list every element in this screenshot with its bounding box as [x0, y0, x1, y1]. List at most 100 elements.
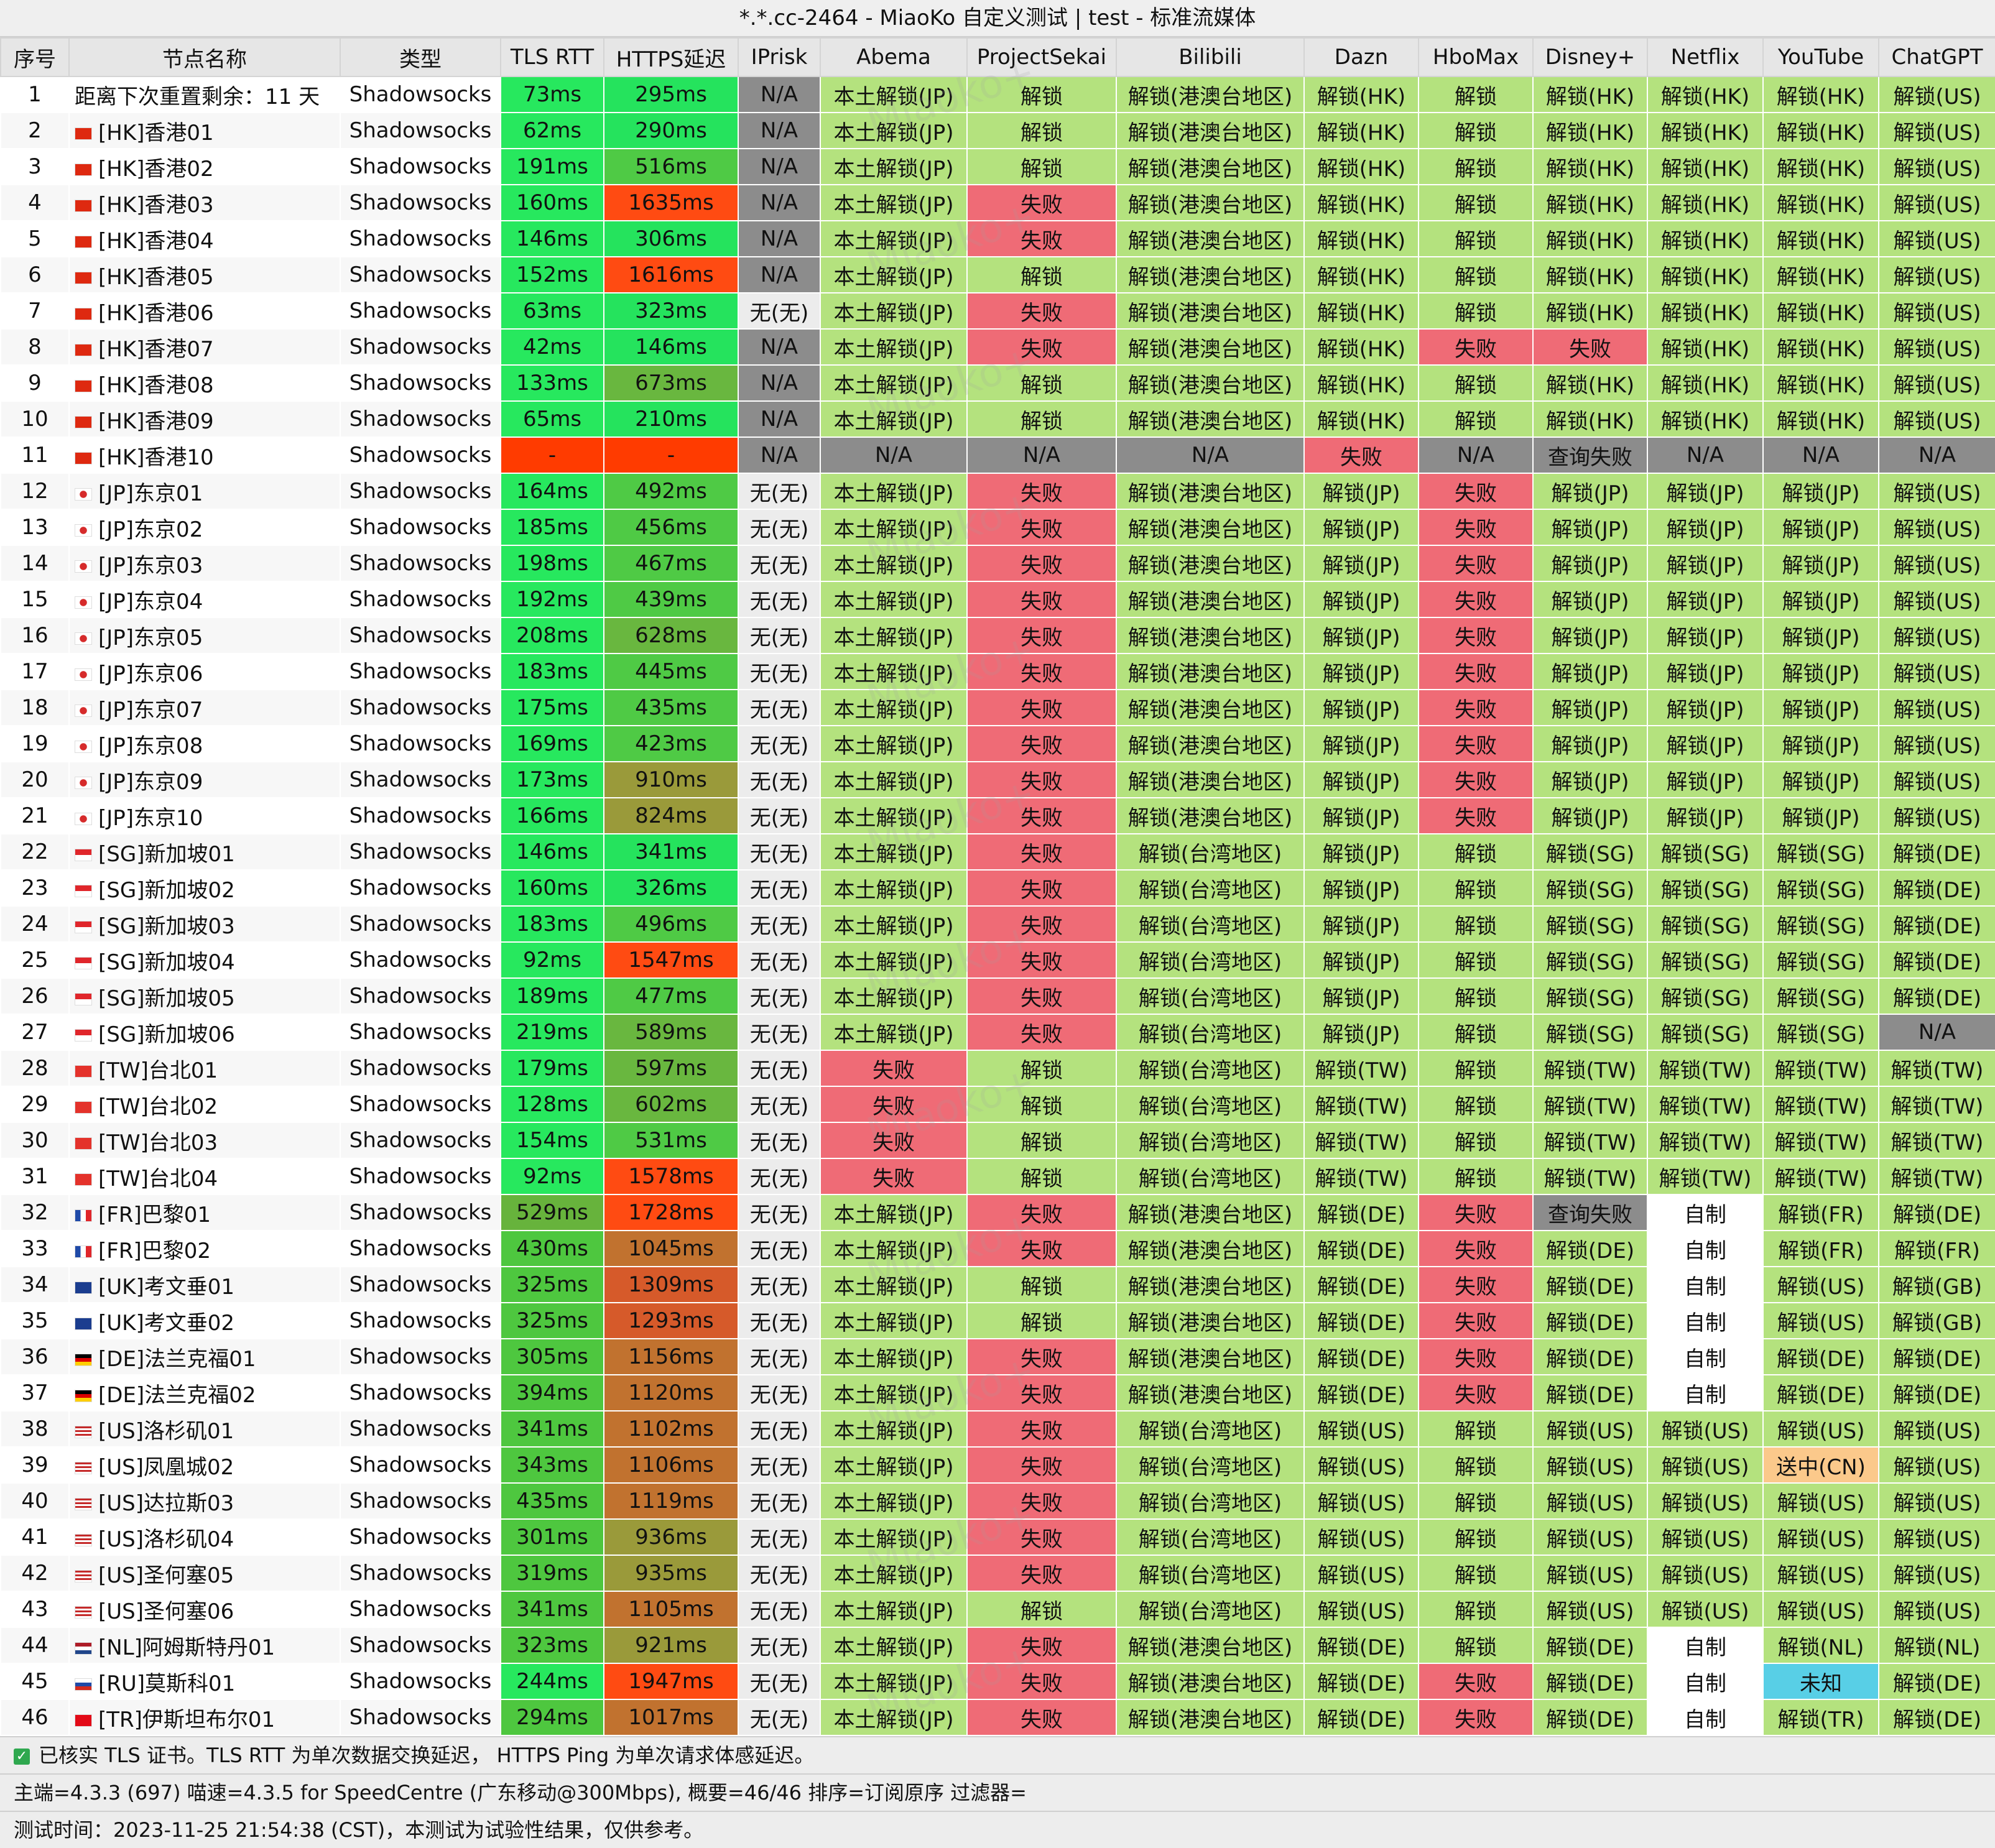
row-number: 27	[0, 1014, 70, 1051]
abema-cell: 本土解锁(JP)	[820, 581, 968, 618]
abema-cell: 本土解锁(JP)	[820, 473, 968, 510]
tls-rtt-cell: 430ms	[500, 1230, 604, 1267]
youtube-cell: 解锁(HK)	[1762, 76, 1879, 113]
dazn-cell: 解锁(JP)	[1303, 941, 1419, 979]
abema-cell: 失败	[820, 1086, 968, 1123]
netflix-cell: 解锁(HK)	[1647, 256, 1764, 293]
disney-cell: 解锁(HK)	[1532, 292, 1648, 330]
sg-flag-icon	[75, 993, 92, 1005]
chatgpt-cell: 解锁(US)	[1878, 1446, 1995, 1484]
abema-cell: 本土解锁(JP)	[820, 148, 968, 185]
abema-cell: 本土解锁(JP)	[820, 1230, 968, 1267]
hbo-cell: 失败	[1418, 1266, 1534, 1303]
bili-cell: 解锁(港澳台地区)	[1116, 473, 1305, 510]
node-name-cell: [UK]考文垂02	[68, 1302, 341, 1339]
iprisk-cell: 无(无)	[738, 1050, 821, 1087]
column-header: 类型	[340, 37, 501, 77]
bili-cell: 解锁(港澳台地区)	[1116, 1230, 1305, 1267]
https-latency-cell: 824ms	[603, 797, 739, 834]
netflix-cell: 解锁(JP)	[1647, 509, 1764, 546]
iprisk-cell: 无(无)	[738, 1086, 821, 1123]
footer-time-line: 测试时间：2023-11-25 21:54:38 (CST)，本测试为试验性结果…	[0, 1811, 1995, 1848]
youtube-cell: 送中(CN)	[1762, 1446, 1879, 1484]
column-header: TLS RTT	[500, 37, 604, 77]
abema-cell: 本土解锁(JP)	[820, 1699, 968, 1736]
footer-verified-line: ✓ 已核实 TLS 证书。TLS RTT 为单次数据交换延迟， HTTPS Pin…	[0, 1736, 1995, 1773]
node-name-cell: [US]圣何塞05	[68, 1555, 341, 1592]
sekai-cell: 失败	[966, 1374, 1117, 1411]
youtube-cell: 解锁(JP)	[1762, 545, 1879, 582]
type-cell: Shadowsocks	[340, 220, 501, 257]
netflix-cell: 解锁(US)	[1647, 1410, 1764, 1448]
netflix-cell: 自制	[1647, 1302, 1764, 1339]
youtube-cell: 解锁(HK)	[1762, 328, 1879, 366]
node-name-cell: [US]达拉斯03	[68, 1482, 341, 1520]
iprisk-cell: N/A	[738, 437, 821, 474]
netflix-cell: 解锁(HK)	[1647, 292, 1764, 330]
disney-cell: 解锁(HK)	[1532, 256, 1648, 293]
sekai-cell: 失败	[966, 869, 1117, 907]
chatgpt-cell: N/A	[1878, 437, 1995, 474]
sekai-cell: 失败	[966, 1194, 1117, 1231]
iprisk-cell: 无(无)	[738, 833, 821, 871]
sekai-cell: 失败	[966, 220, 1117, 257]
dazn-cell: 解锁(JP)	[1303, 761, 1419, 798]
youtube-cell: 解锁(FR)	[1762, 1194, 1879, 1231]
type-cell: Shadowsocks	[340, 977, 501, 1015]
row-number: 3	[0, 148, 70, 185]
youtube-cell: 解锁(JP)	[1762, 509, 1879, 546]
row-number: 29	[0, 1086, 70, 1123]
table-row: 3 [HK]香港02 Shadowsocks 191ms 516ms N/A 本土解锁(JP…	[0, 148, 1995, 185]
sekai-cell: 失败	[966, 1446, 1117, 1484]
iprisk-cell: 无(无)	[738, 1446, 821, 1484]
tls-rtt-cell: 341ms	[500, 1591, 604, 1628]
bili-cell: 解锁(台湾地区)	[1116, 1446, 1305, 1484]
sg-flag-icon	[75, 849, 92, 861]
abema-cell: 本土解锁(JP)	[820, 653, 968, 690]
netflix-cell: 解锁(HK)	[1647, 76, 1764, 113]
chatgpt-cell: 解锁(TW)	[1878, 1086, 1995, 1123]
youtube-cell: 解锁(US)	[1762, 1302, 1879, 1339]
tls-rtt-cell: 154ms	[500, 1122, 604, 1159]
disney-cell: 解锁(JP)	[1532, 545, 1648, 582]
netflix-cell: 解锁(HK)	[1647, 328, 1764, 366]
tls-rtt-cell: 294ms	[500, 1699, 604, 1736]
dazn-cell: 解锁(HK)	[1303, 400, 1419, 438]
column-header: Bilibili	[1116, 37, 1305, 77]
https-latency-cell: 210ms	[603, 400, 739, 438]
hbo-cell: 失败	[1418, 617, 1534, 654]
type-cell: Shadowsocks	[340, 833, 501, 871]
sekai-cell: 失败	[966, 184, 1117, 221]
abema-cell: 本土解锁(JP)	[820, 292, 968, 330]
bili-cell: 解锁(台湾地区)	[1116, 1555, 1305, 1592]
dazn-cell: 解锁(US)	[1303, 1555, 1419, 1592]
type-cell: Shadowsocks	[340, 1518, 501, 1556]
https-latency-cell: 936ms	[603, 1518, 739, 1556]
https-latency-cell: 496ms	[603, 905, 739, 943]
row-number: 17	[0, 653, 70, 690]
row-number: 41	[0, 1518, 70, 1556]
table-row: 28 [TW]台北01 Shadowsocks 179ms 597ms 无(无) 失败 解锁解…	[0, 1050, 1995, 1087]
type-cell: Shadowsocks	[340, 1050, 501, 1087]
netflix-cell: 自制	[1647, 1194, 1764, 1231]
sekai-cell: 失败	[966, 1627, 1117, 1664]
node-name: [JP]东京04	[98, 589, 203, 614]
table-row: 38 [US]洛杉矶01 Shadowsocks 341ms 1102ms 无(无) 本土解…	[0, 1410, 1995, 1448]
hbo-cell: N/A	[1418, 437, 1534, 474]
youtube-cell: 解锁(US)	[1762, 1555, 1879, 1592]
row-number: 14	[0, 545, 70, 582]
type-cell: Shadowsocks	[340, 617, 501, 654]
tls-rtt-cell: 191ms	[500, 148, 604, 185]
tls-rtt-cell: 301ms	[500, 1518, 604, 1556]
table-row: 6 [HK]香港05 Shadowsocks 152ms 1616ms N/A 本土解锁(J…	[0, 256, 1995, 293]
tls-rtt-cell: 160ms	[500, 869, 604, 907]
row-number: 38	[0, 1410, 70, 1448]
hbo-cell: 解锁	[1418, 220, 1534, 257]
iprisk-cell: 无(无)	[738, 581, 821, 618]
tls-rtt-cell: 325ms	[500, 1266, 604, 1303]
node-name: [HK]香港04	[98, 228, 214, 254]
disney-cell: 解锁(DE)	[1532, 1266, 1648, 1303]
disney-cell: 解锁(SG)	[1532, 1014, 1648, 1051]
table-row: 10 [HK]香港09 Shadowsocks 65ms 210ms N/A 本土解锁(JP…	[0, 400, 1995, 438]
